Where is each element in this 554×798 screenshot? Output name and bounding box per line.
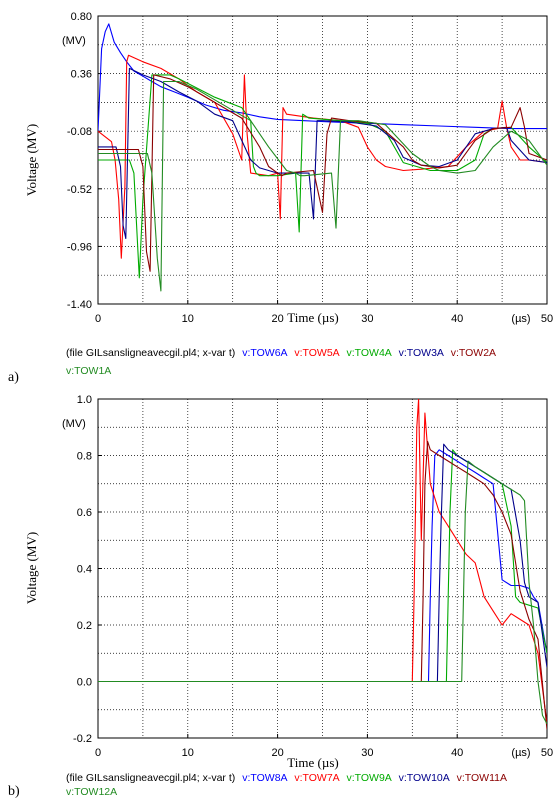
x-tick-label: 0 [95,313,101,325]
legend-entry: v:TOW8A [242,772,287,784]
y-tick-label: -0.2 [73,733,92,745]
y-tick-label: 0.36 [71,69,92,81]
y-tick-label: 0.2 [77,620,92,632]
series-line-v-tow1a [98,80,547,292]
legend-entry: v:TOW11A [457,772,507,784]
y-tick-label: -0.96 [67,241,92,253]
legend-entry: v:TOW3A [399,347,444,359]
series-line-v-tow3a [98,67,547,240]
y-tick-label: -0.52 [67,184,92,196]
x-tick-label: 40 [451,313,463,325]
legend-entry: v:TOW5A [294,347,339,359]
chart-panel-a: 0.80 0.36 -0.08 -0.52 -0.96 -1.400 10 20 30 40 50 T… [8,11,553,385]
legend-prefix: (file GILsansligneavecgil.pl4; x-var t) [66,347,235,359]
panel-label: a) [8,370,19,385]
x-tick-label: 10 [182,747,194,759]
y-tick-label: 0.80 [71,11,92,23]
legend-entry: v:TOW7A [294,772,339,784]
legend-entry: v:TOW10A [399,772,450,784]
legend-entry: v:TOW2A [451,347,496,359]
y-unit-label: (MV) [62,35,86,47]
series-line-v-tow7a [98,399,547,724]
series-group [98,399,547,730]
x-tick-label: 50 [541,747,553,759]
x-axis-label: Time (µs) [287,755,338,770]
x-tick-label: 30 [361,313,373,325]
legend: (file GILsansligneavecgil.pl4; x-var t) v… [66,347,496,359]
y-tick-label: 0.0 [77,677,92,689]
legend-entry: v:TOW1A [66,365,111,377]
panel-label: b) [8,784,20,798]
y-tick-label: 0.6 [77,507,92,519]
series-line-v-tow12a [98,460,547,725]
chart-panel-b: 1.0 0.8 0.6 0.4 0.2 0.0 -0.20 10 20 30 40 50 Time (µ… [8,394,553,798]
legend: (file GILsansligneavecgil.pl4; x-var t) v… [66,772,507,784]
grid [98,16,547,304]
series-group [98,23,547,292]
y-tick-label: 0.8 [77,451,92,463]
legend-entry: v:TOW12A [66,786,117,798]
series-line-v-tow11a [98,440,547,730]
legend-prefix: (file GILsansligneavecgil.pl4; x-var t) [66,772,235,784]
x-unit-label: (µs) [511,313,530,325]
series-line-v-tow4a [98,74,547,279]
grid [98,399,547,738]
series-line-v-tow9a [98,449,547,683]
x-tick-label: 30 [361,747,373,759]
legend-entry: v:TOW4A [347,347,392,359]
x-tick-label: 10 [182,313,194,325]
y-tick-label: 1.0 [77,394,92,406]
y-tick-label: -1.40 [67,299,92,311]
x-tick-label: 40 [451,747,463,759]
legend-entry: v:TOW6A [242,347,287,359]
x-tick-label: 50 [541,313,553,325]
y-axis-label: Voltage (MV) [24,124,39,196]
y-tick-label: -0.08 [67,126,92,138]
legend-entry: v:TOW9A [347,772,392,784]
x-tick-label: 20 [271,747,283,759]
series-line-v-tow8a [98,449,547,683]
y-unit-label: (MV) [62,418,86,430]
x-axis-label: Time (µs) [287,310,338,325]
y-tick-label: 0.4 [77,564,92,576]
x-tick-label: 20 [271,313,283,325]
x-tick-label: 0 [95,747,101,759]
x-unit-label: (µs) [511,747,530,759]
series-line-v-tow2a [98,74,547,272]
y-axis-label: Voltage (MV) [24,532,39,604]
